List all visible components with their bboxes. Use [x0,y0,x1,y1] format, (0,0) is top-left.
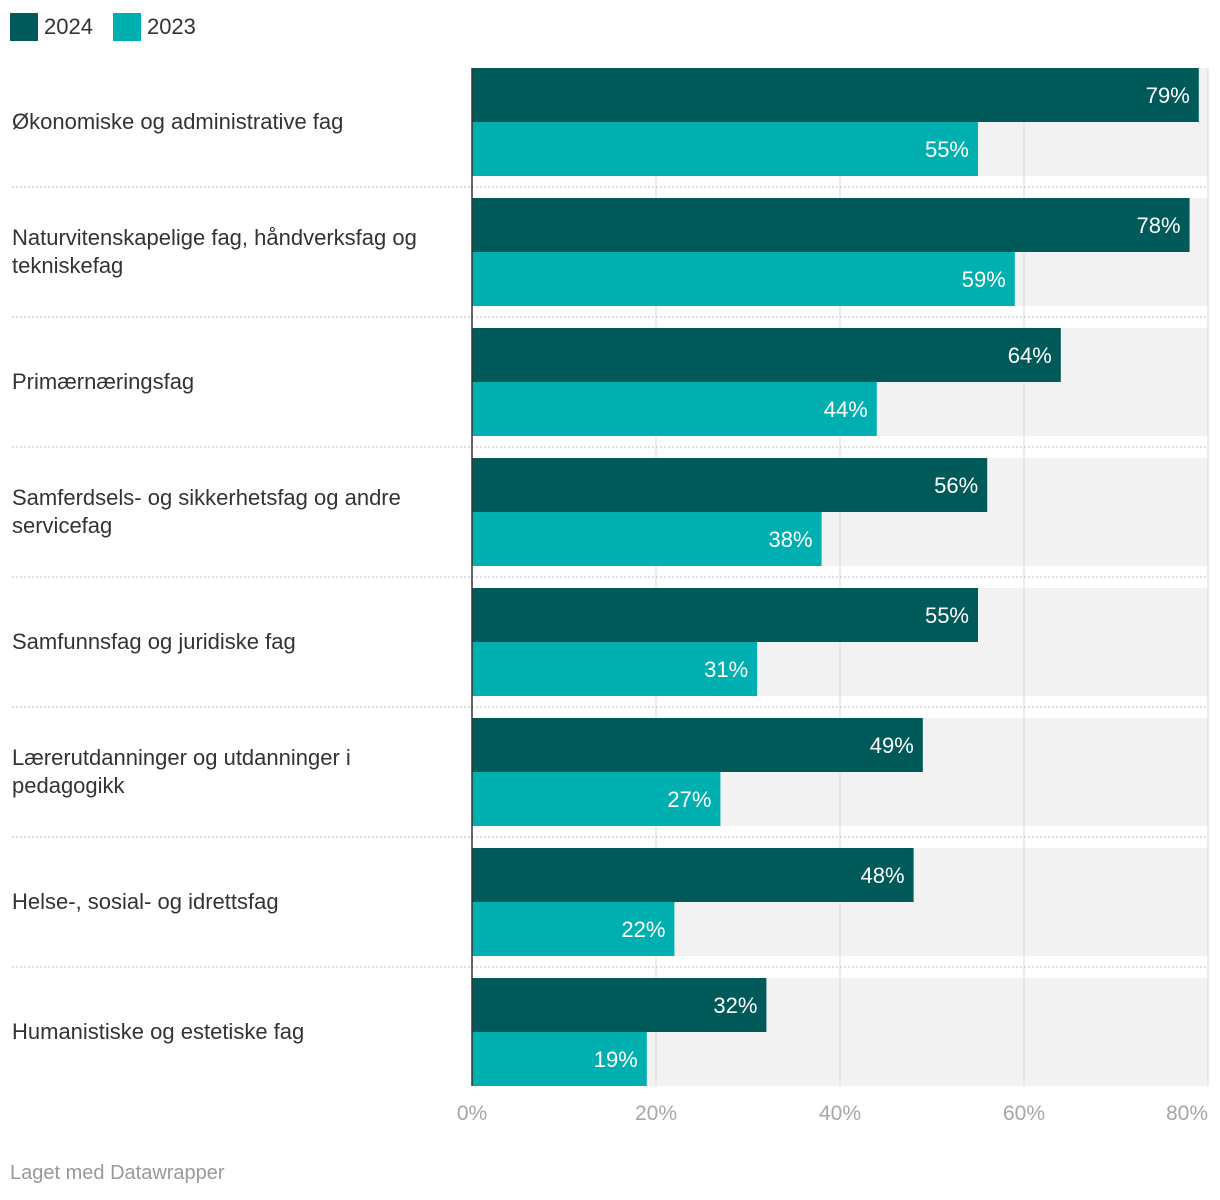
legend-swatch-2024 [10,13,38,41]
x-tick-label-1: 20% [635,1102,677,1125]
bar-2023-2 [472,382,877,436]
footer-credit: Laget med Datawrapper [10,1162,225,1184]
value-label-2023-6: 22% [621,917,665,942]
value-label-2023-7: 19% [594,1047,638,1072]
category-label-5: Lærerutdanninger og utdanninger i pedago… [12,745,351,798]
value-label-2024-5: 49% [870,733,914,758]
value-label-2023-1: 59% [962,267,1006,292]
value-label-2023-3: 38% [769,527,813,552]
bar-2023-0 [472,122,978,176]
x-tick-label-0: 0% [457,1102,487,1125]
value-label-2023-4: 31% [704,657,748,682]
bar-2024-4 [472,588,978,642]
x-tick-label-4: 80% [1166,1102,1208,1125]
bar-2023-6 [472,902,675,956]
category-label-1: Naturvitenskapelige fag, håndverksfag og… [12,225,417,278]
value-label-2023-0: 55% [925,137,969,162]
x-tick-label-3: 60% [1003,1102,1045,1125]
category-label-2: Primærnæringsfag [12,369,195,394]
value-label-2024-2: 64% [1008,343,1052,368]
legend-label-2024: 2024 [44,14,93,39]
category-label-6: Helse-, sosial- og idrettsfag [12,889,279,914]
category-label-0: Økonomiske og administrative fag [12,109,344,134]
bar-2023-1 [472,252,1015,306]
legend-label-2023: 2023 [146,14,196,39]
value-label-2024-3: 56% [934,473,978,498]
value-label-2024-6: 48% [861,863,905,888]
bar-2023-5 [472,772,721,826]
value-label-2024-7: 32% [713,993,757,1018]
bar-2024-7 [472,978,767,1032]
bar-2023-3 [472,512,822,566]
bar-2023-7 [472,1032,647,1086]
bar-2024-3 [472,458,988,512]
category-label-7: Humanistiske og estetiske fag [12,1019,305,1044]
bar-2023-4 [472,642,758,696]
value-label-2023-5: 27% [667,787,711,812]
legend: 2024 2023 [10,12,216,42]
bar-2024-5 [472,718,923,772]
value-label-2024-1: 78% [1137,213,1181,238]
bar-2024-2 [472,328,1061,382]
value-label-2023-2: 44% [824,397,868,422]
bar-2024-1 [472,198,1190,252]
legend-item-2023: 2023 [112,13,196,41]
category-label-4: Samfunnsfag og juridiske fag [12,629,296,654]
bar-chart: 79% 55% 78% 59% 64% 44% 56% 38% 55% 31% 49% 27% 48% 2… [12,68,1209,1125]
legend-swatch-2023 [112,13,141,41]
value-label-2024-4: 55% [925,603,969,628]
bar-2024-0 [472,68,1199,122]
value-label-2024-0: 79% [1146,83,1190,108]
category-label-3: Samferdsels- og sikkerhetsfag og andre s… [12,485,401,538]
x-tick-label-2: 40% [819,1102,861,1125]
legend-item-2024: 2024 [10,13,93,41]
bar-2024-6 [472,848,914,902]
